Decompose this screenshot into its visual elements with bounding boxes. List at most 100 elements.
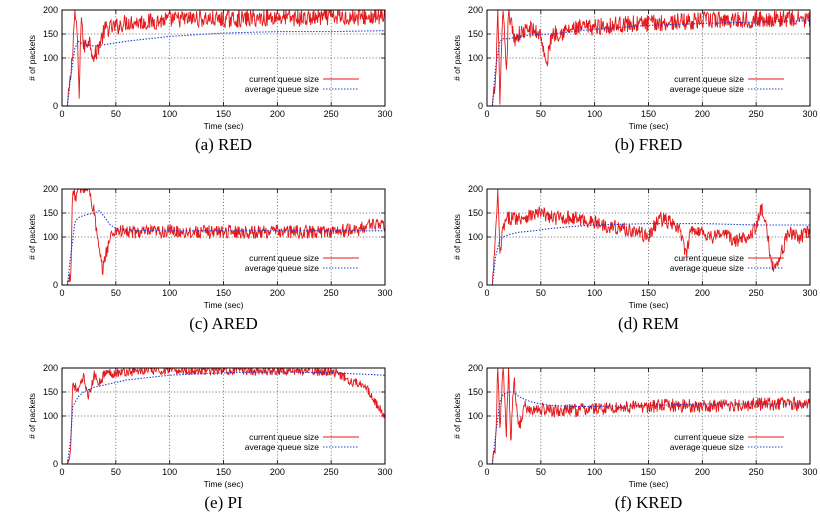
y-tick-label: 150 [468,29,483,39]
x-tick-label: 150 [641,109,656,119]
y-axis-label: # of packets [27,214,37,260]
chart-panel-1: 0 50 100 150 200 250 300 0 100 150 200 current queu… [27,5,393,154]
current-queue-size-line [487,368,810,464]
average-queue-size-line [66,30,385,106]
x-tick-label: 100 [587,288,602,298]
x-tick-label: 250 [324,109,339,119]
y-axis-label: # of packets [27,35,37,81]
current-queue-size-line [62,189,385,285]
x-tick-label: 0 [59,109,64,119]
plot-frame [486,188,811,286]
x-tick-label: 50 [111,288,121,298]
x-tick-label: 150 [216,467,231,477]
x-tick-label: 300 [802,467,817,477]
x-axis-label: Time (sec) [629,300,669,310]
plot-frame [486,367,811,465]
x-tick-label: 0 [484,288,489,298]
x-tick-label: 100 [162,467,177,477]
legend-label: current queue size [249,432,319,442]
y-tick-label: 200 [43,5,58,15]
y-tick-label: 200 [468,184,483,194]
subfigure-caption: (b) FRED [615,135,683,154]
subfigure-caption: (d) REM [618,314,679,333]
legend-label: current queue size [674,253,744,263]
y-tick-label: 0 [53,459,58,469]
x-tick-label: 150 [216,109,231,119]
x-tick-label: 150 [641,467,656,477]
x-tick-label: 250 [749,467,764,477]
x-tick-label: 50 [536,288,546,298]
x-tick-label: 150 [216,288,231,298]
x-axis-label: Time (sec) [629,121,669,131]
x-tick-label: 100 [162,109,177,119]
y-tick-label: 100 [468,232,483,242]
y-tick-label: 100 [43,232,58,242]
x-tick-label: 200 [695,467,710,477]
current-queue-size-line [487,189,810,285]
legend-label: average queue size [670,442,744,452]
y-tick-label: 100 [43,53,58,63]
legend-label: current queue size [674,432,744,442]
x-tick-label: 0 [59,467,64,477]
y-tick-label: 0 [53,280,58,290]
legend-label: average queue size [670,84,744,94]
plot-frame [486,9,811,107]
legend-label: average queue size [245,263,319,273]
average-queue-size-line [491,223,810,285]
x-tick-label: 300 [802,109,817,119]
y-axis-label: # of packets [452,214,462,260]
chart-panel-3: 0 50 100 150 200 250 300 0 100 150 200 current queu… [27,184,393,333]
x-tick-label: 0 [59,288,64,298]
legend-label: average queue size [670,263,744,273]
plot-frame [61,9,386,107]
plot-frame [61,367,386,465]
x-tick-label: 100 [587,467,602,477]
x-tick-label: 300 [802,288,817,298]
y-tick-label: 0 [478,101,483,111]
y-tick-label: 0 [478,459,483,469]
x-tick-label: 0 [484,467,489,477]
chart-panel-4: 0 50 100 150 200 250 300 0 100 150 200 current queu… [452,184,818,333]
subfigure-caption: (e) PI [204,493,243,512]
legend-label: current queue size [249,253,319,263]
chart-panel-2: 0 50 100 150 200 250 300 0 100 150 200 current queu… [452,5,818,154]
chart-panel-6: 0 50 100 150 200 250 300 0 100 150 200 current queu… [452,363,818,512]
x-tick-label: 50 [111,109,121,119]
x-tick-label: 250 [749,288,764,298]
y-tick-label: 150 [43,387,58,397]
y-tick-label: 150 [468,387,483,397]
subfigure-caption: (c) ARED [189,314,257,333]
x-tick-label: 250 [324,467,339,477]
x-tick-label: 50 [536,467,546,477]
legend-label: current queue size [249,74,319,84]
y-axis-label: # of packets [27,393,37,439]
x-tick-label: 200 [270,288,285,298]
x-tick-label: 150 [641,288,656,298]
y-tick-label: 200 [468,5,483,15]
y-axis-label: # of packets [452,35,462,81]
x-tick-label: 200 [270,109,285,119]
x-tick-label: 250 [749,109,764,119]
chart-panel-5: 0 50 100 150 200 250 300 0 100 150 200 current queu… [27,363,393,512]
y-tick-label: 100 [468,411,483,421]
subfigure-caption: (a) RED [195,135,252,154]
average-queue-size-line [66,209,385,285]
x-tick-label: 200 [695,109,710,119]
x-axis-label: Time (sec) [204,300,244,310]
y-tick-label: 150 [43,29,58,39]
current-queue-size-line [487,10,810,106]
y-tick-label: 100 [468,53,483,63]
x-tick-label: 100 [587,109,602,119]
subfigure-caption: (f) KRED [615,493,683,512]
plot-frame [61,188,386,286]
average-queue-size-line [491,20,810,106]
y-tick-label: 0 [53,101,58,111]
x-tick-label: 300 [377,109,392,119]
x-axis-label: Time (sec) [629,479,669,489]
y-tick-label: 150 [43,208,58,218]
x-axis-label: Time (sec) [204,121,244,131]
y-tick-label: 100 [43,411,58,421]
y-tick-label: 200 [468,363,483,373]
average-queue-size-line [491,391,810,464]
x-tick-label: 300 [377,288,392,298]
